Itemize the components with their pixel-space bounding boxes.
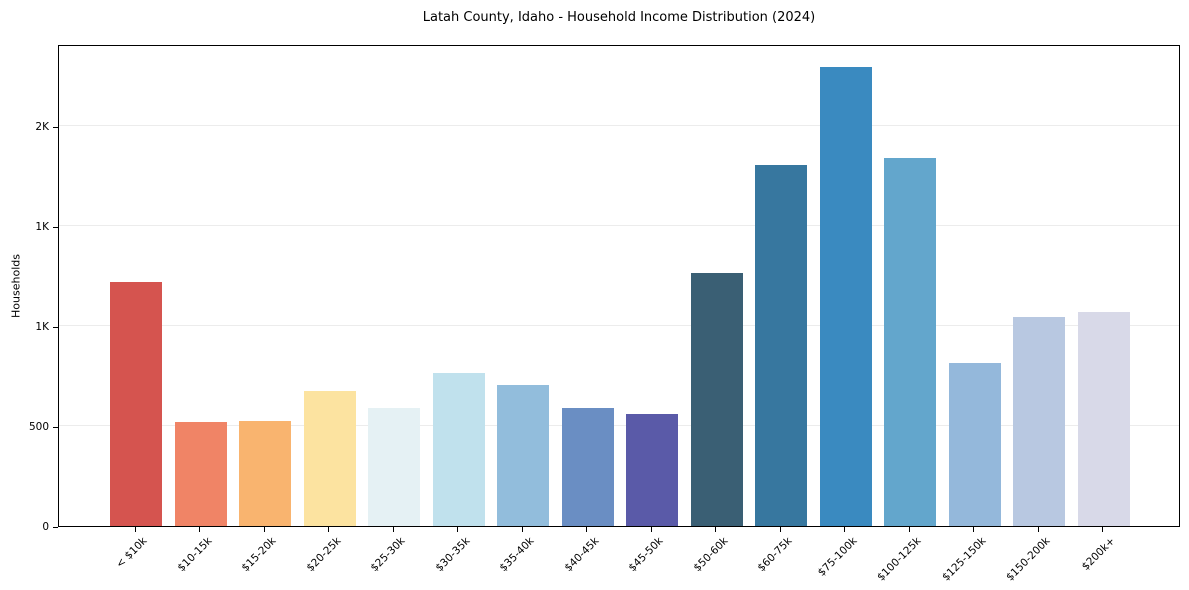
- bar-$75-100k: [819, 67, 872, 526]
- bar-$40-45k: [561, 408, 614, 526]
- x-tick: [650, 527, 652, 532]
- y-tick: [53, 126, 58, 128]
- y-tick: [53, 226, 58, 228]
- bar-$50-60k: [690, 273, 743, 526]
- y-tick-label: 2K: [35, 121, 49, 133]
- x-tick: [392, 527, 394, 532]
- plot-area: [58, 45, 1180, 527]
- x-tick: [779, 527, 781, 532]
- x-tick: [1037, 527, 1039, 532]
- x-tick: [134, 527, 136, 532]
- y-axis-title: Households: [9, 254, 23, 318]
- bar-$10-15k: [174, 422, 227, 526]
- x-tick: [1102, 527, 1103, 532]
- bar-$125-150k: [948, 363, 1001, 526]
- bar-$30-35k: [432, 373, 485, 526]
- x-tick: [908, 527, 910, 532]
- bar-$150-200k: [1013, 317, 1065, 526]
- bar-$60-75k: [755, 165, 807, 526]
- x-tick: [457, 527, 458, 532]
- bar-$25-30k: [368, 408, 420, 526]
- y-tick: [53, 326, 58, 328]
- gridline: [59, 425, 1179, 426]
- bar-$45-50k: [626, 414, 678, 526]
- bar-$20-25k: [303, 391, 356, 526]
- chart-title: Latah County, Idaho - Household Income D…: [422, 10, 816, 25]
- y-tick-label: 1K: [35, 221, 49, 233]
- bar-$15-20k: [239, 421, 291, 526]
- bar-$35-40k: [497, 385, 549, 526]
- x-tick: [973, 527, 974, 532]
- gridline: [59, 225, 1179, 226]
- x-tick: [328, 527, 329, 532]
- bar-$100-125k: [884, 158, 936, 526]
- gridline: [59, 325, 1179, 326]
- x-tick: [521, 527, 523, 532]
- x-tick: [586, 527, 587, 532]
- x-tick: [199, 527, 200, 532]
- x-tick: [715, 527, 716, 532]
- bar-< $10k: [110, 282, 162, 526]
- x-tick: [844, 527, 845, 532]
- y-tick-label: 500: [28, 421, 49, 433]
- y-tick-label: 0: [42, 521, 49, 533]
- y-tick: [53, 526, 58, 528]
- bar-$200k+: [1077, 312, 1130, 526]
- gridline: [59, 125, 1179, 126]
- y-tick-label: 1K: [35, 321, 49, 333]
- x-tick-label: < $10k: [113, 535, 150, 571]
- y-tick: [53, 426, 58, 428]
- x-tick: [263, 527, 265, 532]
